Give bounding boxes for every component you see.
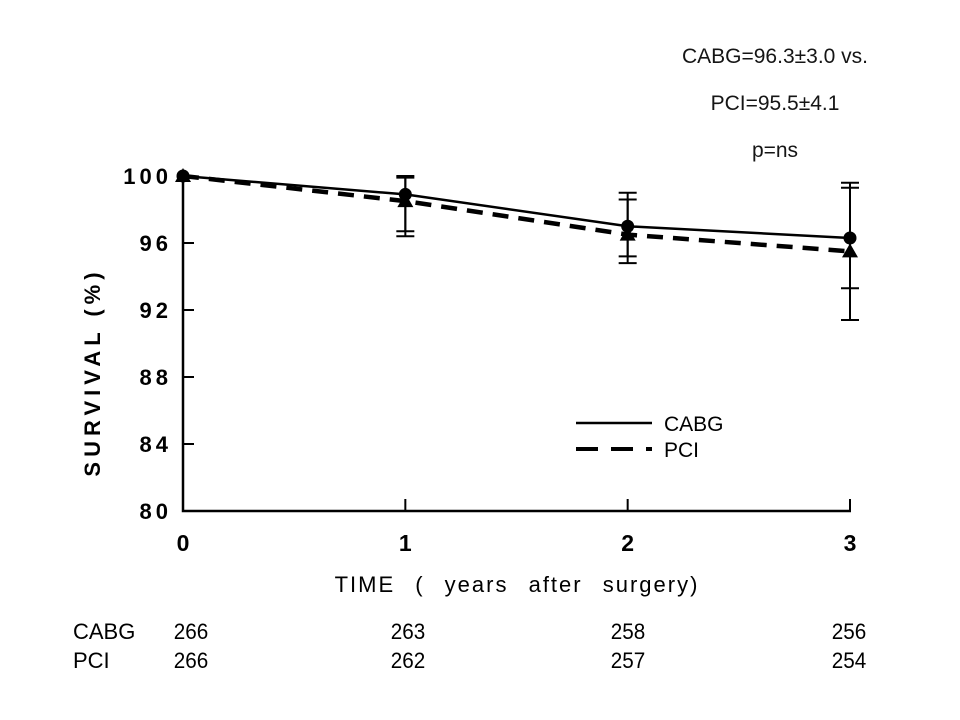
y-tick-label: 84 (140, 432, 172, 457)
y-tick-label: 100 (123, 164, 172, 189)
annotation-cabg-value: CABG=96.3±3.0 vs. (681, 45, 869, 68)
legend-pci-label: PCI (664, 439, 699, 462)
x-tick-label: 1 (399, 530, 412, 556)
cabg-marker (621, 219, 635, 233)
y-tick-label: 96 (140, 231, 172, 256)
pci-marker (175, 168, 191, 182)
pci-line (182, 173, 851, 254)
y-tick-label: 92 (140, 298, 172, 323)
axes-frame (181, 173, 851, 513)
cabg-line (182, 174, 851, 240)
stats-annotation: CABG=96.3±3.0 vs. PCI=95.5±4.1 p=ns (640, 44, 910, 185)
x-tick-label: 3 (844, 530, 857, 556)
annotation-pci-value: PCI=95.5±4.1 (710, 92, 840, 115)
y-tick-label: 80 (140, 499, 172, 524)
y-axis-title: SURVIVAL (%) (80, 267, 105, 476)
annotation-p-value: p=ns (751, 139, 799, 162)
x-tick-label: 0 (177, 530, 190, 556)
legend-cabg-label: CABG (664, 413, 724, 436)
pci-marker (842, 243, 858, 258)
cabg-marker (843, 231, 857, 245)
pci-marker (619, 226, 636, 241)
y-tick-label: 88 (140, 365, 172, 390)
pci-marker (397, 193, 414, 208)
x-axis-title: TIME ( years after surgery) (335, 572, 700, 597)
x-tick-label: 2 (621, 530, 634, 556)
